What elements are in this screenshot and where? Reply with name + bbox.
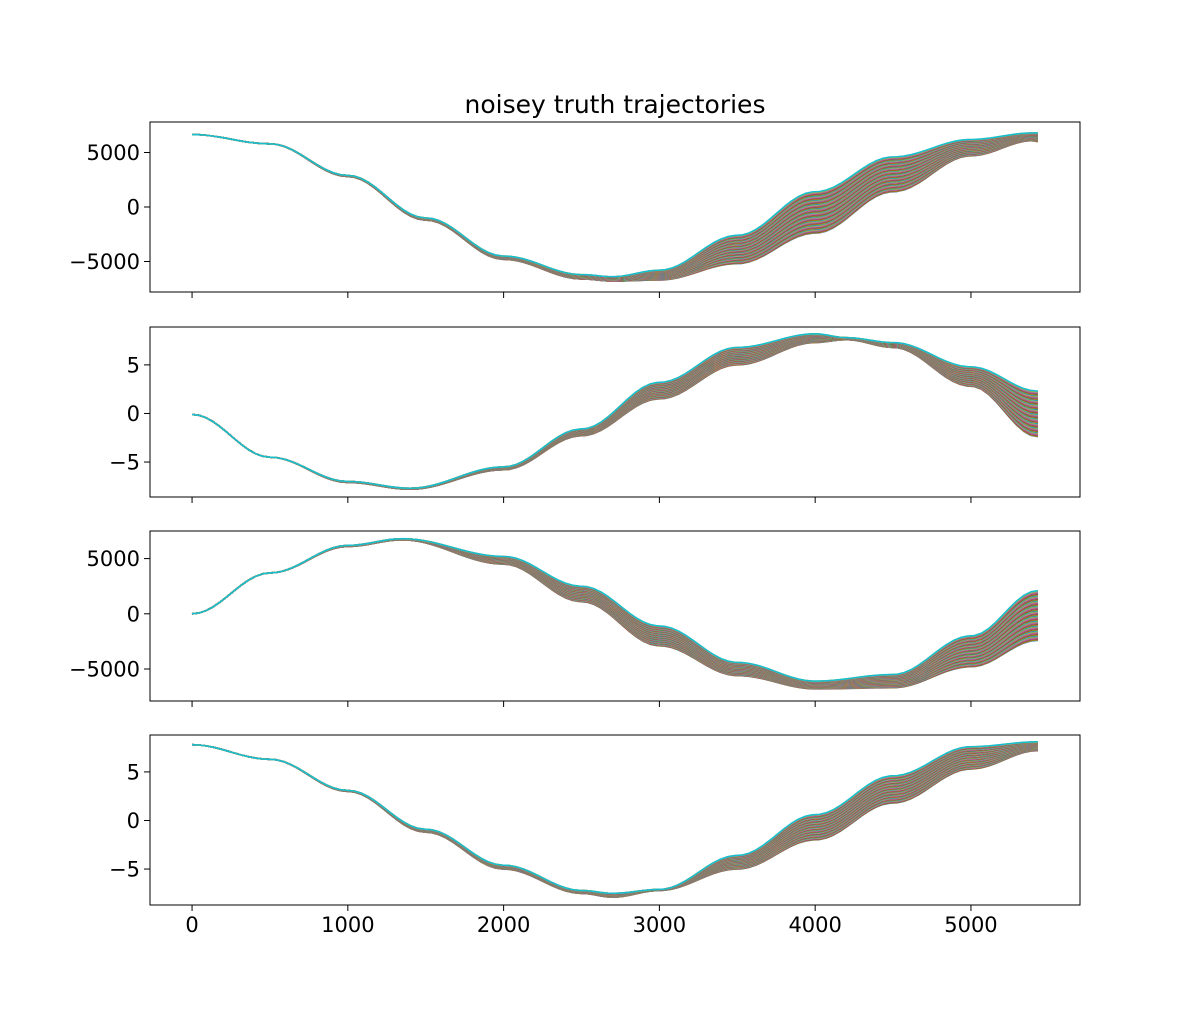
trajectory-lines <box>191 537 1039 690</box>
trajectory-lines <box>192 741 1038 898</box>
trajectory-lines <box>191 333 1039 491</box>
y-tick-label: 0 <box>127 196 140 220</box>
subplot-1: −5000 0 5000 <box>69 121 1081 298</box>
chart-title: noisey truth trajectories <box>465 90 766 119</box>
y-tick-label: 5000 <box>87 141 140 165</box>
trajectory-line <box>191 333 1039 490</box>
trajectory-line <box>192 741 1038 895</box>
y-tick-label: 0 <box>127 402 140 426</box>
x-tick-label: 4000 <box>788 913 841 937</box>
y-tick-label: −5 <box>109 451 140 475</box>
y-tick-label: 5 <box>127 353 140 377</box>
subplot-4: −5 0 5 0 1000 2000 3000 4000 5000 <box>109 734 1081 937</box>
subplot-3: −5000 0 5000 <box>69 530 1081 707</box>
subplots: −5000 0 5000 −5 0 5 −5000 0 5000 −5 0 5 0 1000 2000 300… <box>69 121 1081 937</box>
x-tick-label: 5000 <box>944 913 997 937</box>
y-tick-label: 0 <box>127 602 140 626</box>
x-tick-label: 0 <box>185 913 198 937</box>
y-tick-label: 5000 <box>87 547 140 571</box>
trajectory-line <box>192 132 1038 278</box>
trajectory-line <box>191 537 1039 682</box>
axes-frame <box>149 530 1081 702</box>
x-tick-label: 1000 <box>321 913 374 937</box>
x-tick-label: 3000 <box>633 913 686 937</box>
trajectory-lines <box>192 132 1039 282</box>
y-tick-label: −5000 <box>69 657 140 681</box>
y-tick-label: 5 <box>127 760 140 784</box>
y-tick-label: −5 <box>109 858 140 882</box>
subplot-2: −5 0 5 <box>109 326 1081 503</box>
y-tick-label: −5000 <box>69 250 140 274</box>
x-tick-label: 2000 <box>477 913 530 937</box>
y-tick-label: 0 <box>127 809 140 833</box>
axes-frame <box>149 326 1081 498</box>
